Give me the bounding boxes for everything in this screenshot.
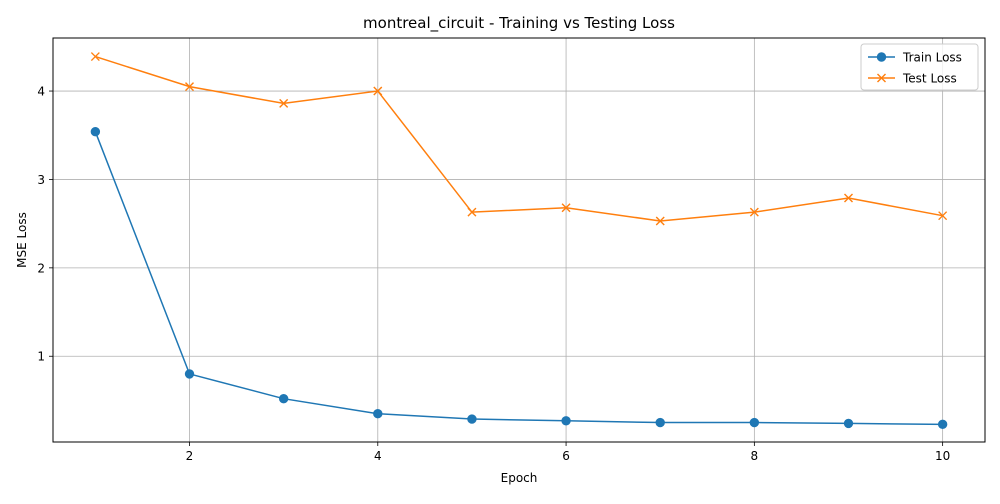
data-point-test [561,203,571,213]
legend-symbol-test [877,73,886,83]
legend-label-test: Test Loss [902,72,957,86]
x-tick-label: 8 [751,449,759,463]
data-point-train [467,414,477,424]
data-point-train [90,127,101,137]
data-point-train [843,418,854,429]
legend-symbol-train [876,52,887,62]
data-point-test [185,82,195,92]
series-line-test [95,55,943,222]
data-point-train [749,417,760,428]
data-point-train [184,369,195,379]
data-point-test [373,86,383,96]
data-point-train [278,393,289,404]
data-point-test [938,211,948,221]
legend: Train Loss Test Loss [860,43,979,91]
series-layer [90,52,948,430]
y-tick-label: 1 [37,350,45,364]
x-axis-label: Epoch [501,471,538,485]
x-tick-label: 4 [374,449,382,463]
y-axis-label: MSE Loss [15,212,29,268]
data-point-test [279,98,289,108]
legend-marker-test [877,73,886,83]
data-point-train [937,419,948,430]
data-point-train [373,409,383,419]
x-tick-label: 2 [186,449,194,463]
data-point-test [467,207,477,217]
data-point-test [90,52,100,62]
plot-background [53,38,985,442]
grid-lines [53,38,985,442]
data-point-train [655,417,665,428]
plot-frame [52,37,986,443]
data-point-train [561,416,571,426]
y-tick-label: 3 [37,173,45,187]
data-point-test [655,216,665,226]
chart-title: montreal_circuit - Training vs Testing L… [363,14,675,33]
legend-marker-train [876,52,887,62]
y-tick-label: 2 [37,261,45,275]
series-line-train [94,131,943,426]
data-point-test [749,207,759,217]
data-point-test [843,193,853,203]
legend-label-train: Train Loss [902,51,962,65]
x-tick-label: 10 [935,449,950,463]
x-tick-label: 6 [562,449,570,463]
y-tick-label: 4 [37,85,45,99]
